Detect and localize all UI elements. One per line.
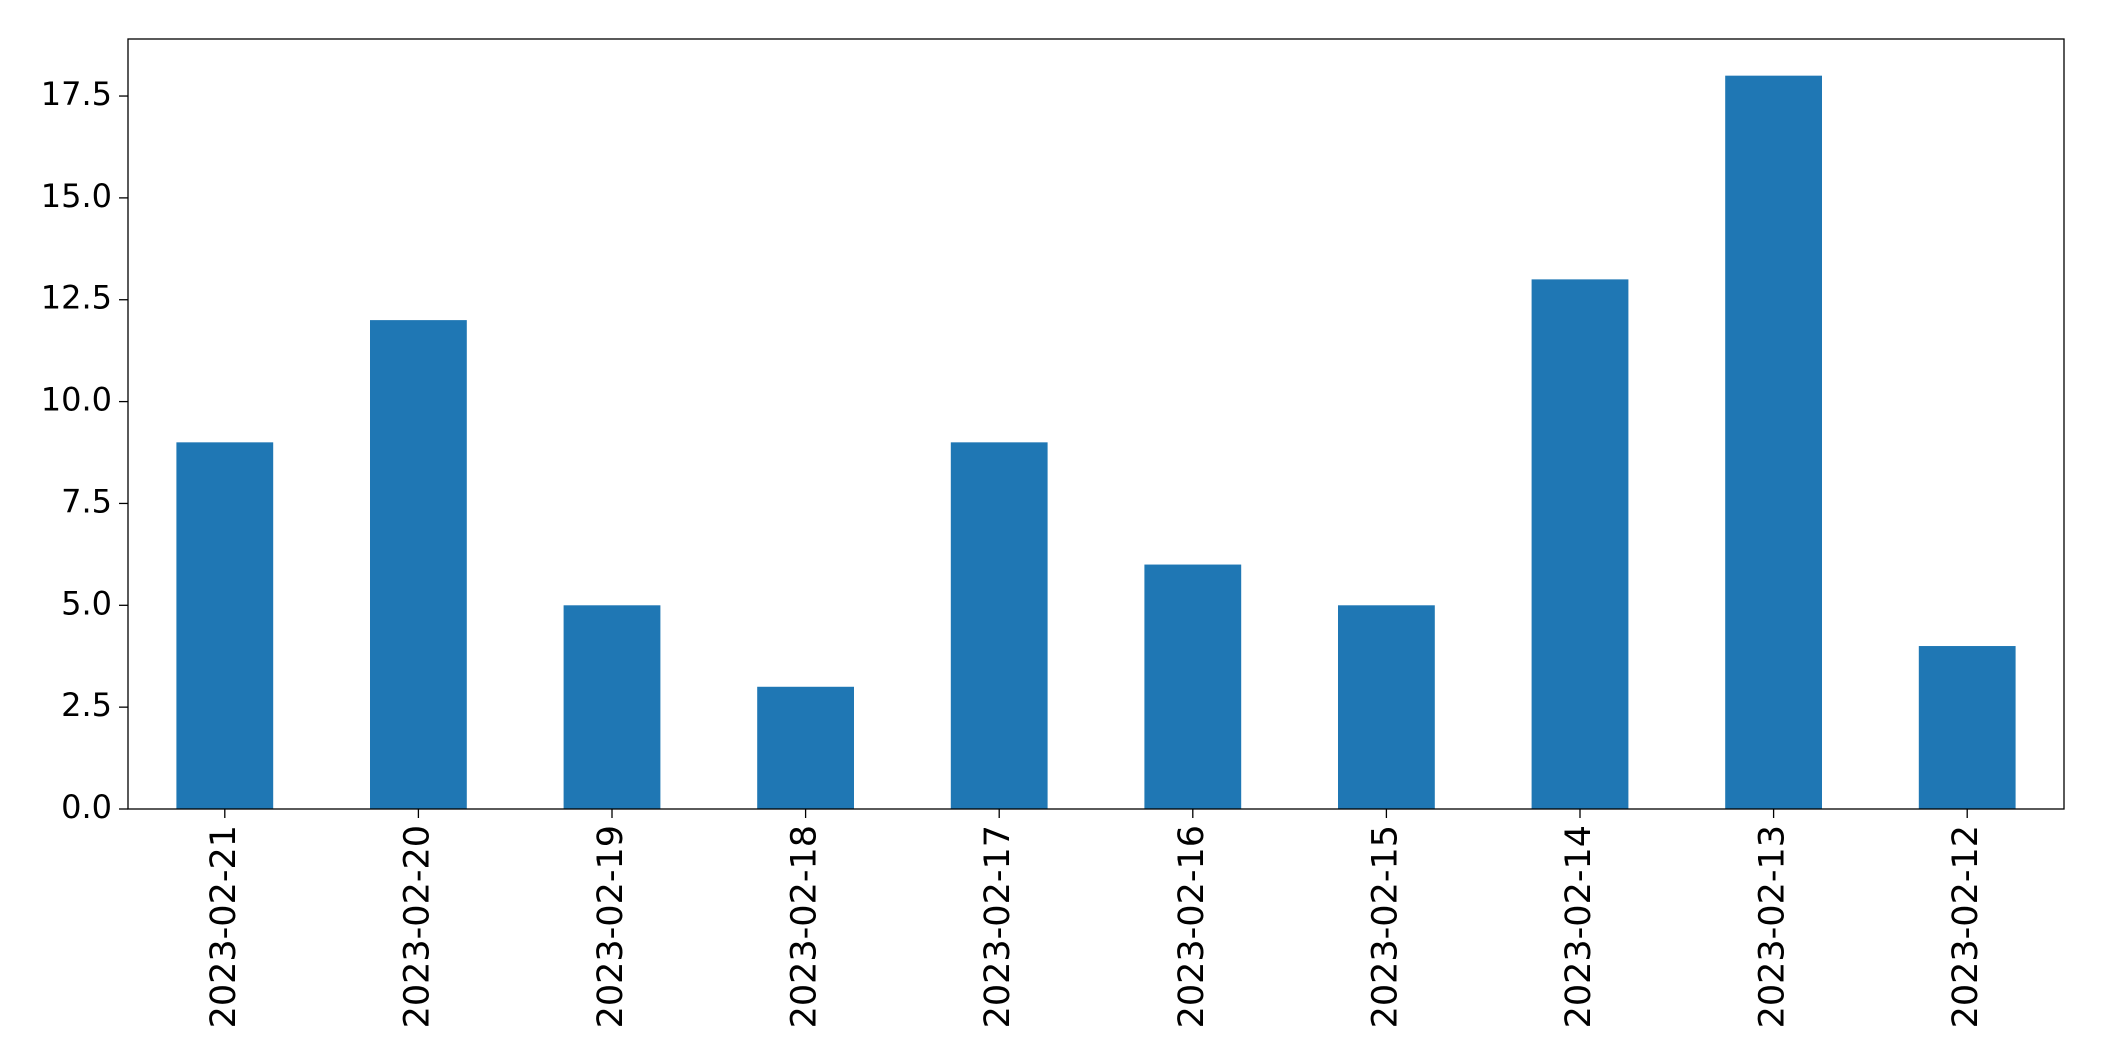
y-tick-label: 5.0 bbox=[61, 584, 112, 622]
bar bbox=[950, 442, 1048, 809]
bar bbox=[1338, 605, 1435, 809]
x-tick-label: 2023-02-21 bbox=[204, 825, 244, 1028]
x-tick-label: 2023-02-19 bbox=[591, 825, 631, 1028]
x-tick-label: 2023-02-15 bbox=[1365, 825, 1405, 1028]
x-tick-label: 2023-02-20 bbox=[397, 825, 437, 1028]
bar bbox=[1531, 279, 1629, 809]
bar bbox=[563, 605, 661, 809]
y-tick-label: 2.5 bbox=[61, 686, 112, 724]
y-tick-label: 17.5 bbox=[41, 75, 112, 113]
x-tick-label: 2023-02-16 bbox=[1172, 825, 1212, 1028]
y-tick-label: 7.5 bbox=[61, 482, 112, 520]
bar bbox=[1918, 646, 2016, 809]
bar bbox=[757, 686, 854, 809]
bar bbox=[176, 442, 274, 809]
bar bbox=[370, 320, 467, 809]
x-tick-label: 2023-02-13 bbox=[1753, 825, 1793, 1028]
x-tick-label: 2023-02-14 bbox=[1559, 825, 1599, 1028]
plot-frame bbox=[127, 38, 2065, 810]
y-tick-label: 12.5 bbox=[41, 279, 112, 317]
x-tick-label: 2023-02-17 bbox=[978, 825, 1018, 1028]
bar bbox=[1725, 75, 1822, 809]
y-tick-label: 15.0 bbox=[41, 177, 112, 215]
y-tick-label: 10.0 bbox=[41, 381, 112, 419]
x-tick-label: 2023-02-12 bbox=[1946, 825, 1986, 1028]
y-tick-label: 0.0 bbox=[61, 788, 112, 826]
bar bbox=[1144, 564, 1242, 809]
x-tick-label: 2023-02-18 bbox=[785, 825, 825, 1028]
